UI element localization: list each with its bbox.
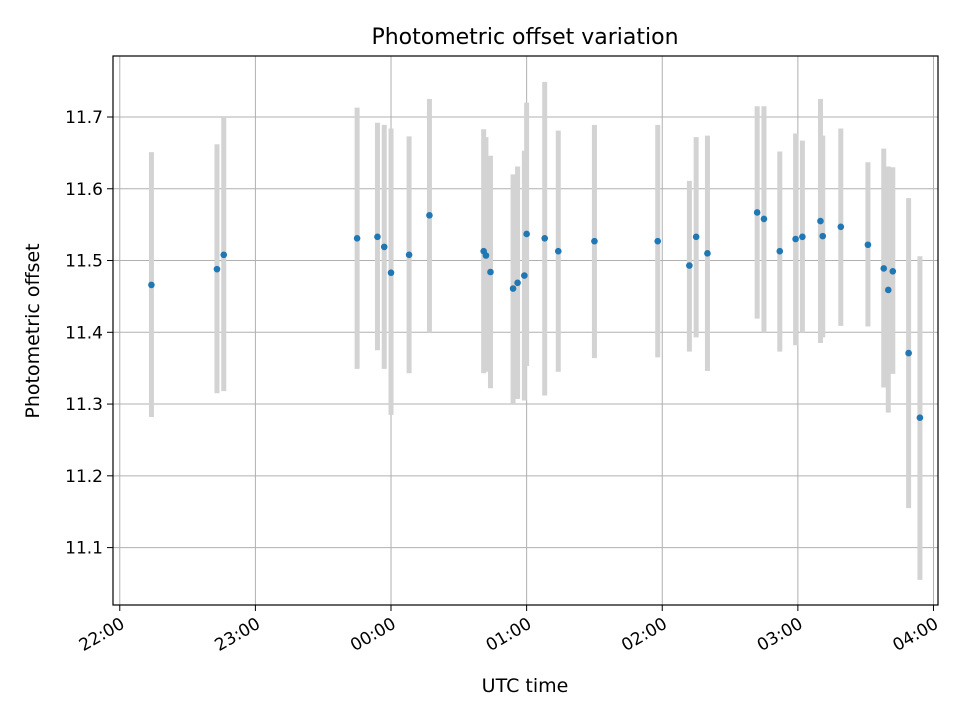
data-point	[523, 230, 530, 238]
data-point	[864, 241, 872, 249]
y-tick-label: 11.7	[65, 108, 103, 128]
data-point	[792, 235, 799, 243]
data-point	[405, 251, 413, 259]
data-point	[487, 268, 494, 276]
y-tick-label: 11.5	[65, 252, 103, 272]
y-axis-label: Photometric offset	[22, 243, 44, 418]
data-point	[837, 223, 845, 231]
data-point	[426, 212, 433, 219]
data-point	[591, 237, 598, 245]
y-axis: 11.1 11.2 11.3 11.4 11.5 11.6 11.7	[65, 108, 113, 559]
data-point	[554, 247, 562, 255]
data-point	[817, 217, 824, 225]
x-axis-label: UTC time	[482, 675, 569, 697]
data-point	[374, 233, 381, 241]
y-tick-label: 11.4	[65, 323, 103, 343]
data-point	[760, 215, 768, 223]
data-point	[213, 265, 221, 273]
data-point	[353, 234, 361, 242]
data-point	[148, 281, 155, 289]
data-point	[916, 414, 924, 421]
data-point	[889, 267, 897, 275]
y-tick-label: 11.3	[65, 395, 103, 415]
data-point	[884, 286, 892, 294]
data-point	[380, 243, 388, 251]
data-point	[482, 252, 490, 259]
data-point	[220, 251, 228, 259]
data-point	[704, 250, 711, 257]
data-point	[753, 209, 761, 216]
chart-title: Photometric offset variation	[371, 25, 678, 50]
data-point	[905, 349, 912, 357]
data-point	[387, 269, 395, 277]
data-point	[819, 232, 827, 240]
data-point	[799, 233, 806, 241]
data-points	[148, 209, 924, 421]
data-point	[776, 247, 784, 255]
data-point	[654, 237, 662, 245]
y-tick-label: 11.1	[65, 539, 103, 559]
plot-frame	[112, 55, 939, 606]
y-tick-label: 11.6	[65, 180, 103, 200]
data-point	[541, 234, 549, 242]
data-point	[514, 279, 521, 287]
data-point	[880, 265, 888, 272]
y-tick-label: 11.2	[65, 467, 103, 487]
data-point	[692, 233, 700, 241]
data-point	[509, 285, 517, 292]
data-point	[686, 262, 693, 269]
data-point	[521, 272, 528, 279]
